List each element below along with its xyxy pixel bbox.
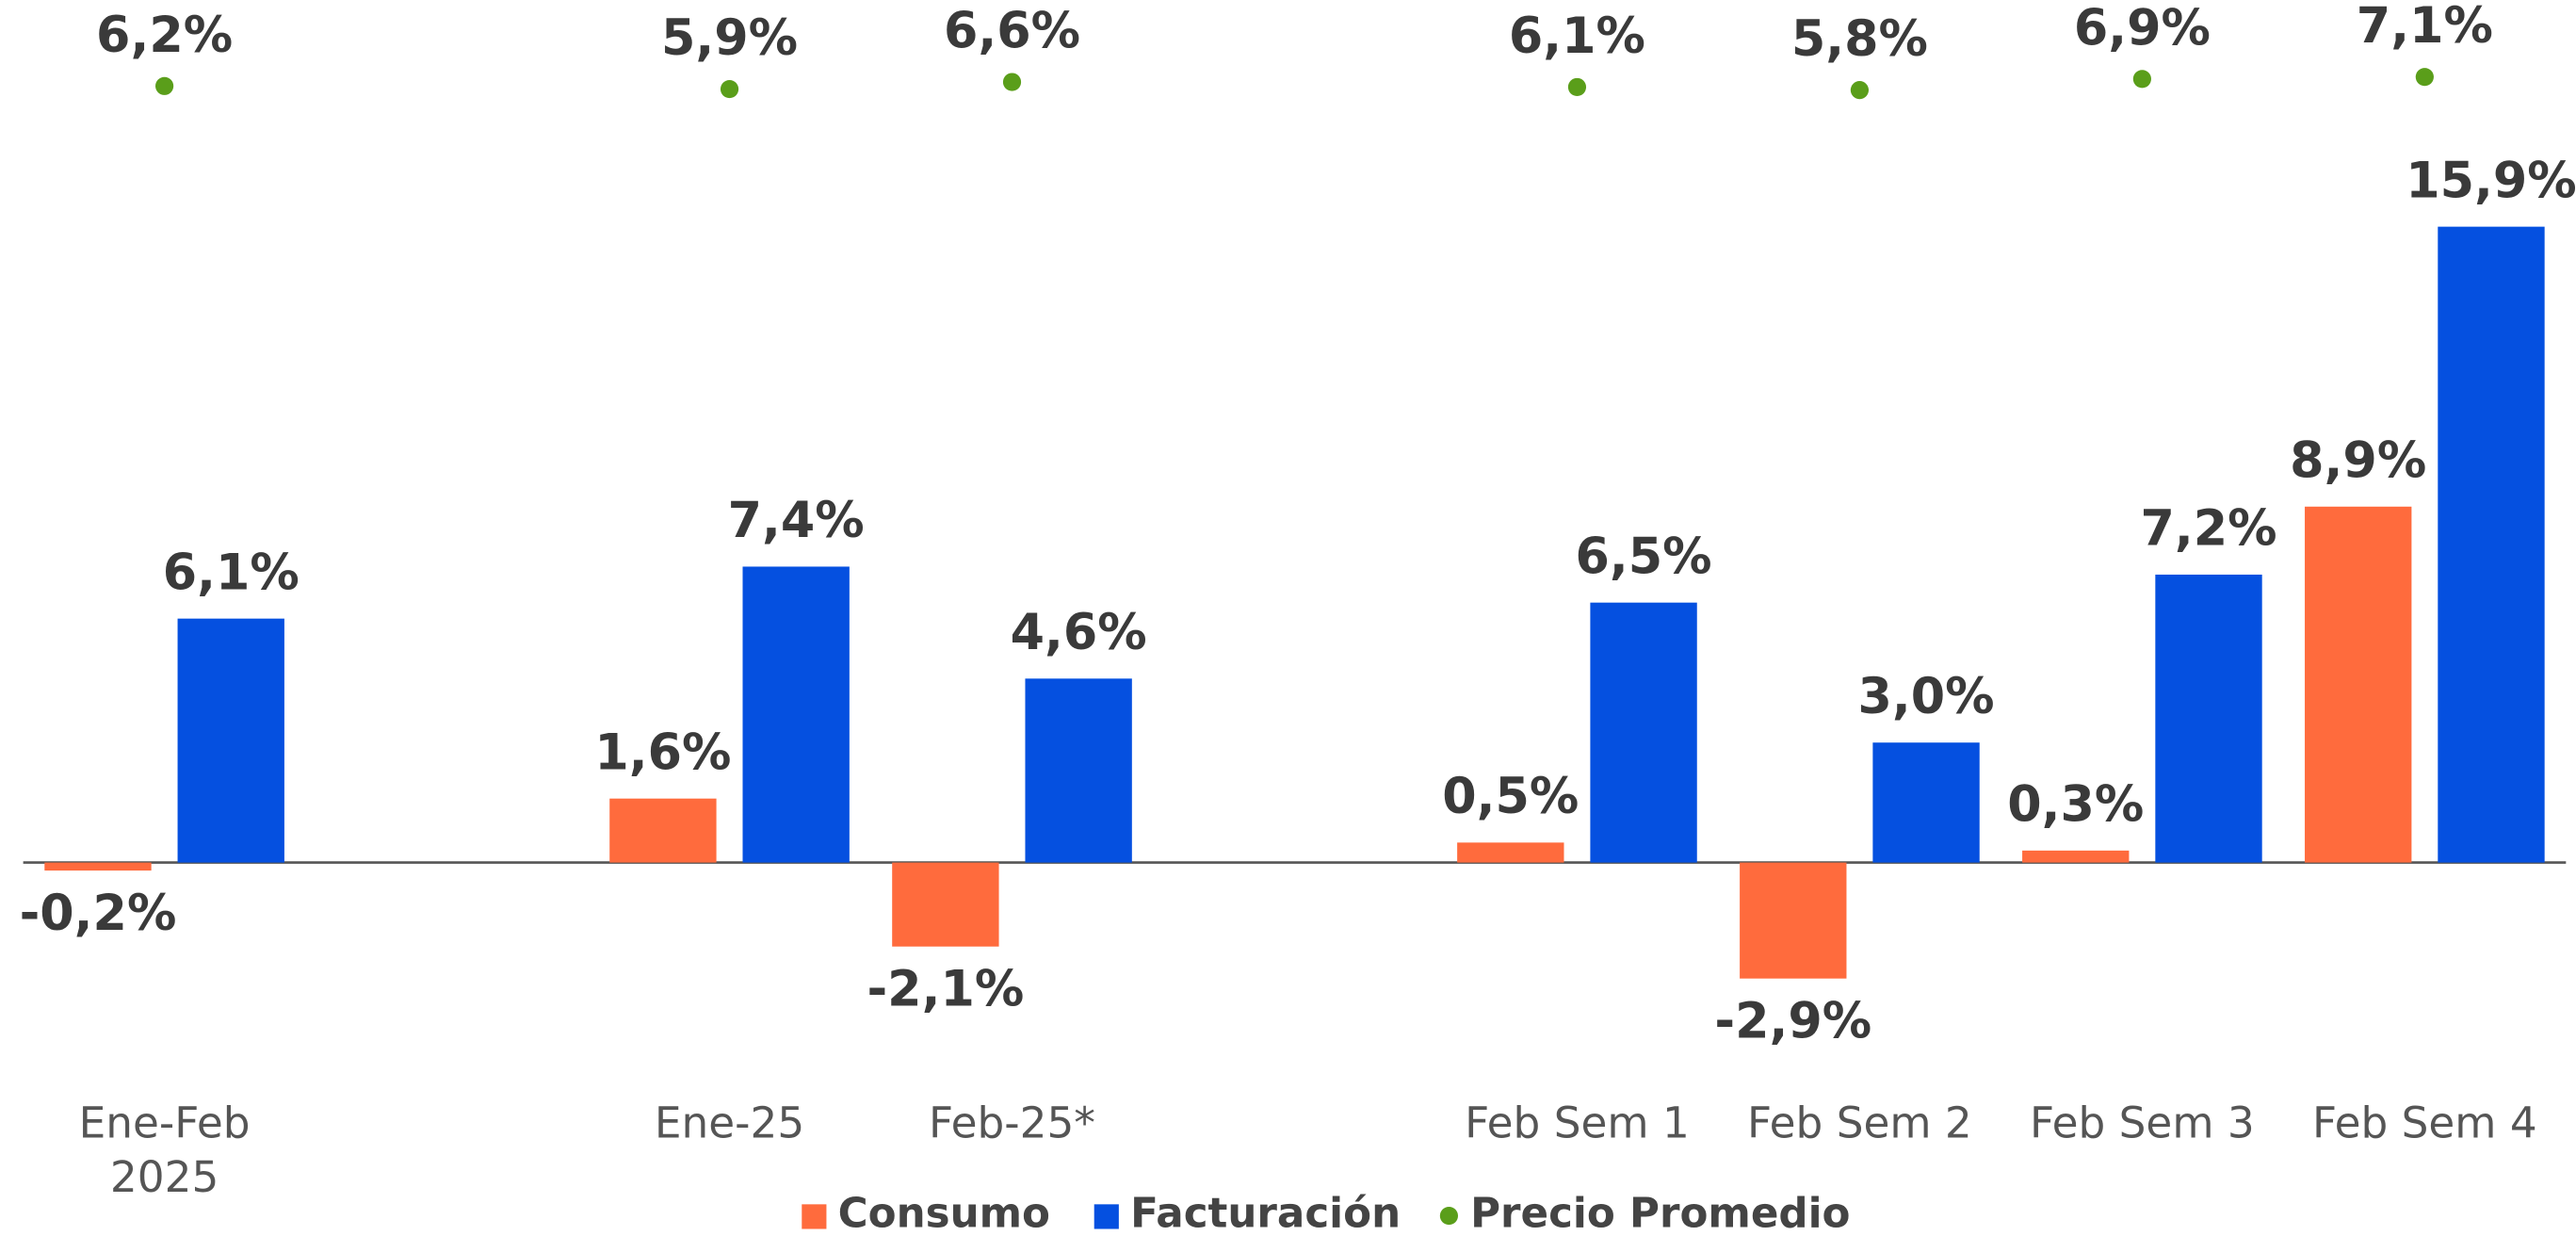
data-label: 8,9% <box>2290 431 2426 489</box>
dot <box>1567 77 1587 96</box>
x-tick-line: Ene-25 <box>655 1098 804 1147</box>
dot <box>1002 73 1022 91</box>
legend-swatch <box>1094 1204 1119 1229</box>
x-tick-line: Feb Sem 3 <box>2030 1098 2255 1147</box>
bar <box>2155 574 2262 863</box>
data-label: 15,9% <box>2406 152 2576 209</box>
data-label: 0,3% <box>2007 776 2144 834</box>
bar <box>742 566 850 863</box>
legend-swatch <box>1439 1206 1459 1226</box>
data-label: 6,6% <box>944 2 1080 59</box>
x-tick-line: Ene-Feb <box>79 1098 251 1147</box>
bar <box>177 618 284 863</box>
legend-swatch <box>802 1204 827 1229</box>
dot <box>2415 68 2434 87</box>
bar <box>892 862 999 947</box>
x-tick-label: Feb-25* <box>929 1098 1095 1147</box>
x-tick-label: Feb Sem 3 <box>2030 1098 2255 1147</box>
data-label: -2,1% <box>867 961 1024 1018</box>
x-tick-label: Feb Sem 2 <box>1747 1098 1972 1147</box>
dot <box>1850 81 1870 100</box>
bar <box>2022 850 2130 863</box>
data-label: 6,9% <box>2074 0 2211 57</box>
x-tick-label: Feb Sem 1 <box>1465 1098 1690 1147</box>
bar <box>1872 742 1980 863</box>
data-label: 1,6% <box>594 724 731 781</box>
bar <box>2305 506 2412 863</box>
bar <box>1590 602 1697 863</box>
x-tick-line: Feb-25* <box>929 1098 1095 1147</box>
x-tick-line: Feb Sem 4 <box>2312 1098 2537 1147</box>
x-tick-line: Feb Sem 1 <box>1465 1098 1690 1147</box>
data-label: -2,9% <box>1714 993 1871 1050</box>
data-label: 7,1% <box>2357 0 2493 55</box>
data-label: -0,2% <box>20 885 177 942</box>
x-tick-label: Ene-25 <box>655 1098 804 1147</box>
data-label: 6,1% <box>1509 8 1645 65</box>
dot <box>720 79 739 99</box>
data-label: 7,4% <box>728 492 865 549</box>
bar <box>1025 678 1132 863</box>
data-label: 7,2% <box>2140 500 2276 558</box>
x-tick-line: Feb Sem 2 <box>1747 1098 1972 1147</box>
legend-label: Precio Promedio <box>1470 1191 1850 1232</box>
data-label: 3,0% <box>1857 668 1994 725</box>
data-label: 0,5% <box>1442 768 1579 825</box>
data-label: 6,5% <box>1576 528 1712 585</box>
bar <box>609 798 717 863</box>
bar <box>2438 226 2545 863</box>
dot <box>2132 70 2151 89</box>
x-tick-line: 2025 <box>110 1152 219 1202</box>
data-label: 5,8% <box>1791 10 1928 68</box>
legend-label: Facturación <box>1130 1191 1401 1232</box>
x-tick-label: Ene-Feb 2025 <box>79 1098 251 1202</box>
data-label: 5,9% <box>661 9 798 67</box>
bar <box>1457 842 1564 863</box>
data-label: 4,6% <box>1011 604 1147 661</box>
legend-label: Consumo <box>838 1191 1050 1232</box>
bar <box>1740 862 1847 979</box>
data-label: 6,2% <box>96 7 233 64</box>
data-label: 6,1% <box>163 544 300 601</box>
dot <box>155 76 174 95</box>
bar <box>44 862 152 871</box>
x-tick-label: Feb Sem 4 <box>2312 1098 2537 1147</box>
